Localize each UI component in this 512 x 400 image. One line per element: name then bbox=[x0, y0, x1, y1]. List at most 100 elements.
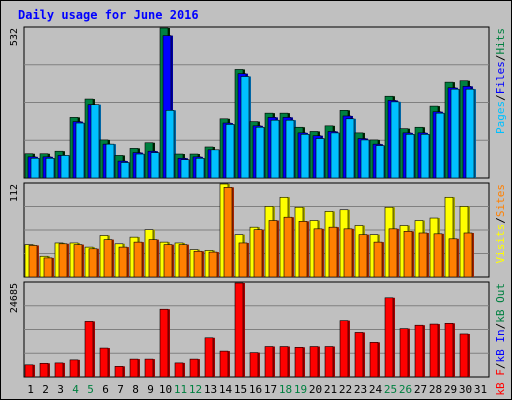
bar-kb-f-day-29 bbox=[444, 323, 454, 378]
bar-pages-day-10 bbox=[165, 110, 175, 179]
bar-pages-day-2 bbox=[45, 157, 55, 179]
bar-kb-f-day-8 bbox=[129, 358, 139, 378]
bar-pages-day-22 bbox=[345, 118, 355, 179]
bar-sites-day-28 bbox=[433, 233, 443, 278]
bar-sites-day-27 bbox=[418, 232, 428, 278]
bar-kb-f-day-1 bbox=[24, 364, 34, 378]
bar-kb-f-day-2 bbox=[39, 362, 49, 378]
tick-label-day-19: 19 bbox=[294, 383, 307, 396]
y-max-label-middle: 112 bbox=[9, 184, 20, 202]
bar-pages-day-23 bbox=[360, 139, 370, 179]
tick-label-day-24: 24 bbox=[369, 383, 383, 396]
legend-entry: Files bbox=[494, 61, 507, 94]
bar-pages-day-21 bbox=[330, 132, 340, 179]
bar-sites-day-6 bbox=[103, 239, 113, 278]
tick-label-day-17: 17 bbox=[264, 383, 277, 396]
bar-pages-day-19 bbox=[300, 133, 310, 179]
bar-pages-day-13 bbox=[210, 149, 220, 179]
bar-kb-f-day-27 bbox=[414, 324, 424, 378]
tick-label-day-15: 15 bbox=[234, 383, 247, 396]
legend-entry: Hits bbox=[494, 28, 507, 55]
bar-sites-day-15 bbox=[238, 242, 248, 278]
bar-sites-day-17 bbox=[268, 220, 278, 278]
legend-entry: / bbox=[494, 217, 507, 224]
bar-sites-day-10 bbox=[163, 244, 173, 278]
legend-entry: Visits bbox=[494, 224, 507, 264]
bar-kb-f-day-5 bbox=[84, 321, 94, 378]
bar-pages-day-3 bbox=[60, 155, 70, 179]
bar-kb-f-day-24 bbox=[369, 342, 379, 378]
bar-sites-day-20 bbox=[313, 228, 323, 278]
y-max-label-top: 532 bbox=[9, 28, 20, 46]
bar-pages-day-9 bbox=[150, 152, 160, 179]
bar-kb-f-day-17 bbox=[264, 346, 274, 378]
bar-sites-day-24 bbox=[373, 241, 383, 278]
bar-pages-day-12 bbox=[195, 157, 205, 179]
bar-pages-day-17 bbox=[270, 119, 280, 179]
legend-entry: / bbox=[494, 323, 507, 330]
bar-pages-day-14 bbox=[225, 124, 235, 179]
bar-pages-day-11 bbox=[180, 159, 190, 179]
tick-label-day-8: 8 bbox=[132, 383, 139, 396]
bar-kb-f-day-15 bbox=[234, 282, 244, 378]
bar-sites-day-29 bbox=[448, 238, 458, 278]
bar-sites-day-18 bbox=[283, 216, 293, 278]
tick-label-day-21: 21 bbox=[324, 383, 337, 396]
tick-label-day-10: 10 bbox=[159, 383, 172, 396]
bar-kb-f-day-16 bbox=[249, 352, 259, 378]
panel-top: 532 Pages/Files/Hits bbox=[9, 26, 507, 179]
legend-entry: kB F bbox=[494, 369, 507, 396]
tick-label-day-2: 2 bbox=[42, 383, 49, 396]
bar-pages-day-15 bbox=[240, 76, 250, 179]
tick-label-day-1: 1 bbox=[27, 383, 34, 396]
legend-entry: Pages bbox=[494, 101, 507, 134]
tick-label-day-31: 31 bbox=[474, 383, 487, 396]
legend-top: Pages/Files/Hits bbox=[494, 28, 507, 134]
bar-sites-day-26 bbox=[403, 231, 413, 278]
legend-entry: Sites bbox=[494, 184, 507, 217]
bar-kb-f-day-19 bbox=[294, 346, 304, 378]
tick-label-day-25: 25 bbox=[384, 383, 397, 396]
legend-entry: / bbox=[494, 363, 507, 370]
tick-label-day-6: 6 bbox=[102, 383, 109, 396]
tick-label-day-26: 26 bbox=[399, 383, 412, 396]
tick-label-day-12: 12 bbox=[189, 383, 202, 396]
bar-pages-day-26 bbox=[405, 133, 415, 179]
bar-sites-day-25 bbox=[388, 228, 398, 278]
bar-pages-day-6 bbox=[105, 143, 115, 179]
bar-sites-day-3 bbox=[58, 243, 68, 278]
chart-panels: 532Pages/Files/Hits112Visits/Sites24685k… bbox=[9, 26, 507, 396]
bar-sites-day-30 bbox=[463, 232, 473, 278]
tick-label-day-18: 18 bbox=[279, 383, 292, 396]
bar-pages-day-16 bbox=[255, 126, 265, 179]
bar-pages-day-4 bbox=[75, 122, 85, 179]
bar-sites-day-7 bbox=[118, 246, 128, 278]
tick-label-day-16: 16 bbox=[249, 383, 262, 396]
bar-sites-day-11 bbox=[178, 244, 188, 278]
bar-pages-day-30 bbox=[465, 88, 475, 179]
panel-middle: 112 Visits/Sites bbox=[9, 182, 507, 278]
bar-sites-day-8 bbox=[133, 241, 143, 278]
legend-bottom: kB F/kB In/kB Out bbox=[494, 283, 507, 396]
tick-label-day-4: 4 bbox=[72, 383, 79, 396]
bar-kb-f-day-4 bbox=[69, 359, 79, 378]
bar-sites-day-13 bbox=[208, 251, 218, 278]
tick-label-day-5: 5 bbox=[87, 383, 94, 396]
bar-kb-f-day-14 bbox=[219, 350, 229, 378]
bar-kb-f-day-25 bbox=[384, 297, 394, 378]
bar-pages-day-20 bbox=[315, 138, 325, 179]
tick-label-day-30: 30 bbox=[459, 383, 472, 396]
bar-sites-day-4 bbox=[73, 244, 83, 278]
bar-sites-day-5 bbox=[88, 248, 98, 278]
bar-kb-f-day-22 bbox=[339, 320, 349, 378]
bar-sites-day-12 bbox=[193, 250, 203, 278]
legend-middle: Visits/Sites bbox=[494, 184, 507, 264]
bar-sites-day-21 bbox=[328, 226, 338, 278]
y-max-label-bottom: 24685 bbox=[9, 283, 20, 313]
bar-pages-day-28 bbox=[435, 112, 445, 179]
bar-kb-f-day-13 bbox=[204, 337, 214, 378]
bar-kb-f-day-23 bbox=[354, 332, 364, 378]
bar-pages-day-8 bbox=[135, 153, 145, 179]
